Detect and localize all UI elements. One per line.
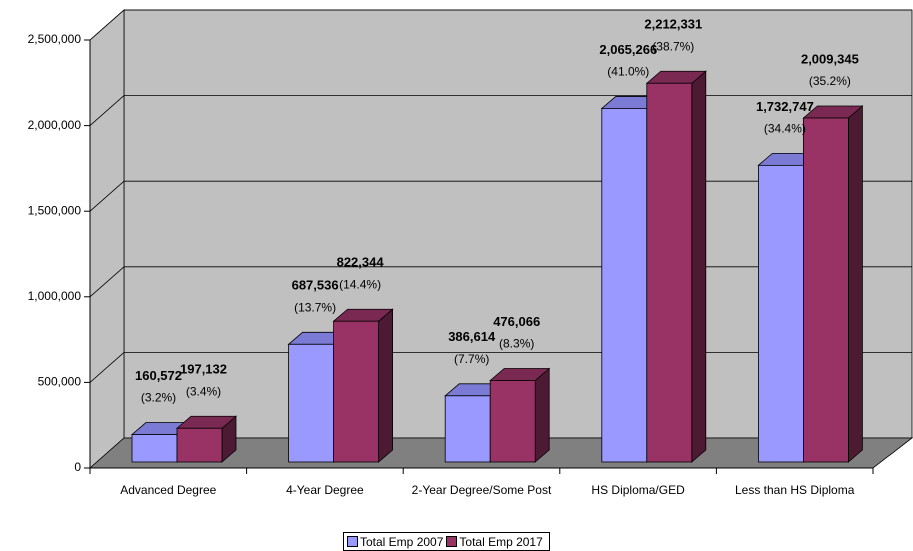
y-tick-label: 0 xyxy=(74,460,81,474)
value-label: 687,536 xyxy=(292,278,339,293)
bar xyxy=(176,427,223,463)
value-label: 2,065,266 xyxy=(599,42,657,57)
legend-swatch xyxy=(446,536,458,547)
bar xyxy=(646,82,693,463)
x-tick-label: 4-Year Degree xyxy=(286,483,364,497)
bar-side xyxy=(378,308,394,463)
y-tick-label: 1,000,000 xyxy=(28,289,82,303)
bar-side xyxy=(848,105,863,463)
value-label: 1,732,747 xyxy=(756,99,814,114)
x-tick-label: 2-Year Degree/Some Post xyxy=(411,483,552,497)
value-label: 197,132 xyxy=(180,362,227,377)
x-tick-label: HS Diploma/GED xyxy=(591,483,685,497)
share-label: (35.2%) xyxy=(809,74,851,88)
x-tick-label: Less than HS Diploma xyxy=(734,483,855,497)
bar-side xyxy=(534,367,550,463)
bar xyxy=(803,117,849,463)
share-label: (8.3%) xyxy=(499,337,534,351)
value-label: 2,009,345 xyxy=(801,51,859,66)
legend-label: Total Emp 2007 xyxy=(360,534,444,549)
y-tick-label: 2,000,000 xyxy=(28,118,82,132)
share-label: (38.7%) xyxy=(652,39,694,53)
y-tick-label: 1,500,000 xyxy=(28,203,82,217)
grid-line-side xyxy=(89,95,125,126)
share-label: (3.4%) xyxy=(186,384,221,398)
side-wall xyxy=(89,9,125,469)
bar-side xyxy=(691,70,707,463)
grid-line-side xyxy=(89,352,125,383)
legend: Total Emp 2007 Total Emp 2017 xyxy=(343,532,550,551)
value-label: 476,066 xyxy=(493,314,540,329)
legend-item: Total Emp 2017 xyxy=(446,534,543,549)
y-tick-label: 2,500,000 xyxy=(28,32,82,46)
share-label: (13.7%) xyxy=(294,300,336,314)
bar xyxy=(288,343,335,463)
bar xyxy=(489,380,536,463)
bar xyxy=(758,164,804,463)
legend-item: Total Emp 2007 xyxy=(347,535,443,549)
bars xyxy=(130,70,864,463)
grid-line-side xyxy=(89,9,125,41)
bar xyxy=(333,320,380,463)
share-label: (14.4%) xyxy=(339,277,381,291)
bar xyxy=(444,395,491,463)
chart: 0 500,000 1,000,000 1,500,000 2,000,000 2,500… xyxy=(28,9,913,474)
y-tick-label: 500,000 xyxy=(38,375,82,389)
grid-line-side xyxy=(89,180,125,212)
legend-swatch xyxy=(347,536,358,547)
share-label: (7.7%) xyxy=(454,352,489,366)
bar xyxy=(131,434,178,463)
share-label: (41.0%) xyxy=(607,65,649,79)
value-label: 2,212,331 xyxy=(644,17,702,32)
value-label: 386,614 xyxy=(448,329,496,344)
bar xyxy=(601,108,648,463)
grid-line-side xyxy=(89,266,125,298)
share-label: (34.4%) xyxy=(764,122,806,136)
legend-label: Total Emp 2017 xyxy=(459,534,543,549)
share-label: (3.2%) xyxy=(141,391,176,405)
value-label: 160,572 xyxy=(135,368,182,383)
x-tick-label: Advanced Degree xyxy=(120,483,217,497)
value-label: 822,344 xyxy=(337,255,385,270)
